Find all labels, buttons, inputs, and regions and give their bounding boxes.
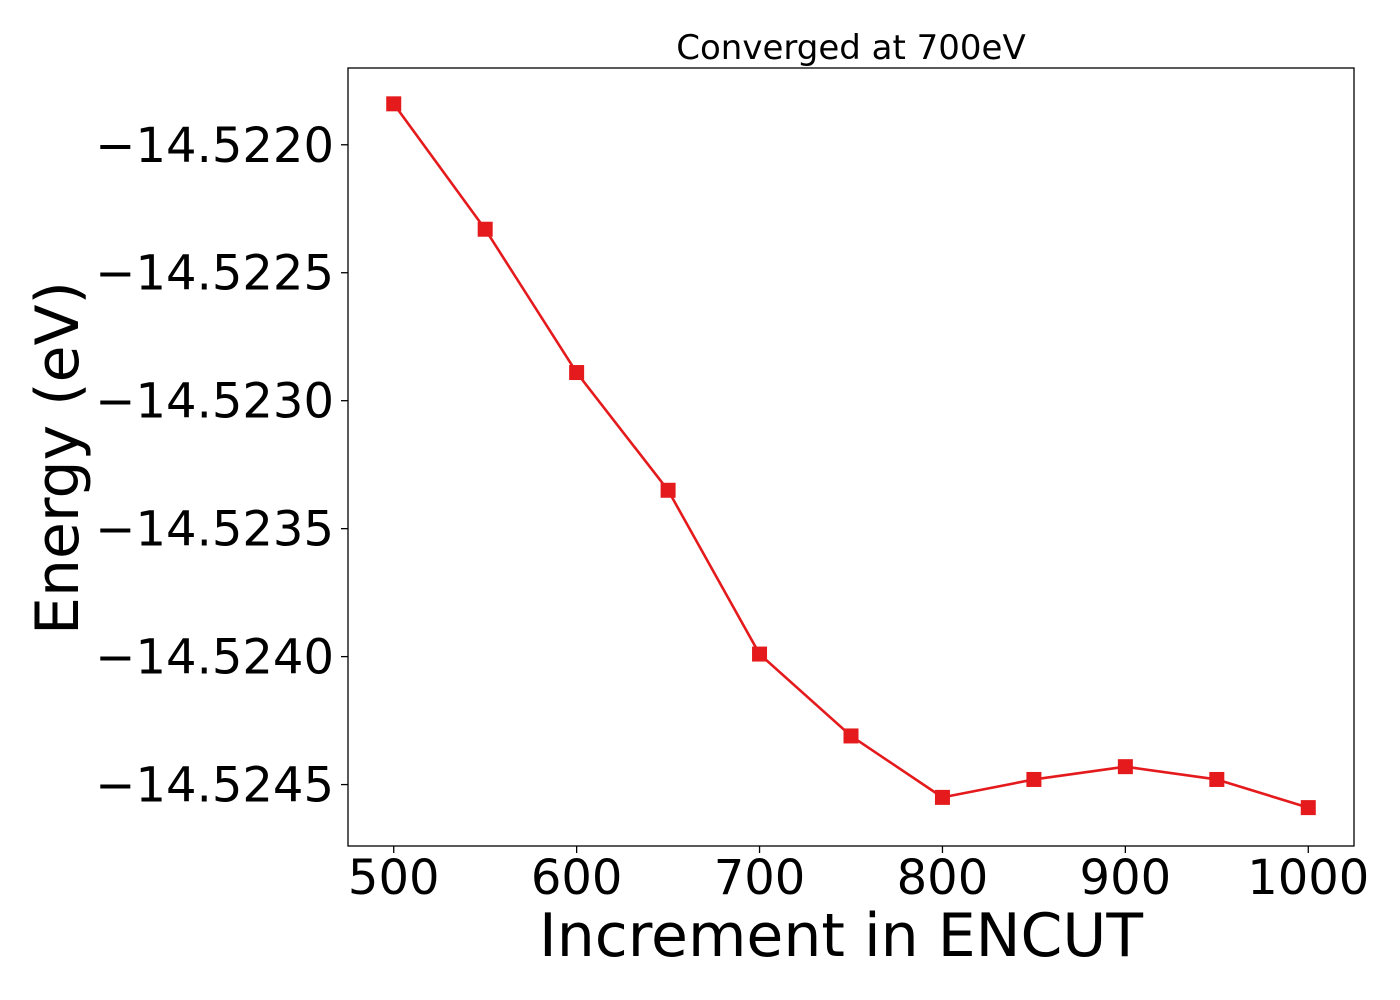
data-point-marker: [660, 482, 676, 498]
series-line: [392, 103, 1309, 809]
data-point-marker: [1300, 800, 1316, 816]
plot-frame: [347, 67, 1355, 847]
x-tick-label: 900: [1080, 850, 1172, 906]
plot-area: 500 600 700 800 900 1000 −14.5220 −14.5225 −14.5…: [95, 67, 1369, 906]
y-tick-label: −14.5220: [95, 118, 334, 174]
data-point-marker: [1209, 771, 1225, 787]
data-point-marker: [477, 221, 493, 237]
data-point-marker: [386, 96, 402, 112]
data-point-marker: [934, 789, 950, 805]
y-axis-label: Energy (eV): [23, 281, 93, 635]
y-tick-label: −14.5235: [95, 502, 334, 558]
chart-title: Converged at 700eV: [676, 28, 1025, 68]
x-tick-label: 500: [348, 850, 440, 906]
y-tick-label: −14.5240: [95, 630, 334, 686]
data-point-marker: [843, 728, 859, 744]
data-point-marker: [752, 646, 768, 662]
x-tick-label: 600: [531, 850, 623, 906]
x-tick-label: 800: [897, 850, 989, 906]
x-axis-label: Increment in ENCUT: [539, 901, 1143, 971]
x-tick-label: 700: [714, 850, 806, 906]
data-point-marker: [1026, 771, 1042, 787]
y-tick-label: −14.5225: [95, 246, 334, 302]
x-tick-label: 1000: [1247, 850, 1369, 906]
data-point-marker: [1117, 759, 1133, 775]
y-tick-label: −14.5230: [95, 374, 334, 430]
data-point-marker: [569, 365, 585, 381]
y-tick-label: −14.5245: [95, 758, 334, 814]
